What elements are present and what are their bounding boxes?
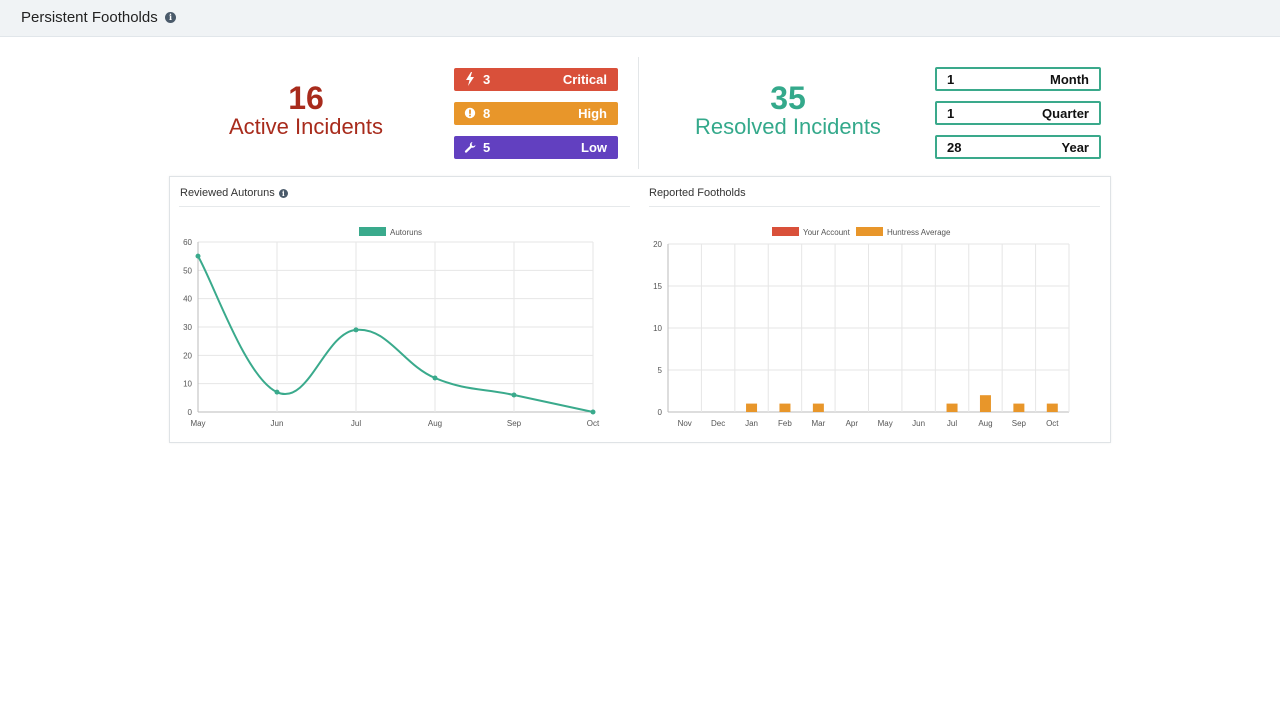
active-incidents-count: 16 [288,80,324,116]
x-tick-label: Mar [811,419,825,428]
low-label: Low [581,140,607,155]
high-label: High [578,106,607,121]
info-icon[interactable]: i [165,12,176,23]
y-tick-label: 20 [653,240,662,249]
quarter-label: Quarter [1042,106,1089,121]
info-icon[interactable]: i [278,188,288,198]
y-tick-label: 30 [183,323,192,332]
panel-separator [649,206,1100,207]
resolved-quarter-box[interactable]: 1 Quarter [935,101,1101,125]
resolved-incidents-label: Resolved Incidents [695,114,881,139]
page-title: Persistent Footholds [21,9,158,26]
autoruns-data-point [432,375,438,381]
x-tick-label: Jun [912,419,925,428]
huntress-average-bar [779,403,791,412]
reviewed-autoruns-label: Reviewed Autoruns [180,187,275,199]
huntress-average-bar [1013,403,1025,412]
resolved-incidents-count: 35 [770,80,806,116]
low-count: 5 [483,140,491,155]
x-tick-label: Jul [947,419,957,428]
x-tick-label: Sep [507,419,522,428]
x-tick-label: Dec [711,419,725,428]
wrench-icon [464,142,476,153]
critical-label: Critical [562,72,607,87]
active-incidents-label: Active Incidents [228,114,384,139]
legend-label: Autoruns [390,228,422,237]
autoruns-data-point [511,392,517,398]
month-count: 1 [947,72,955,87]
legend-swatch [772,227,799,236]
year-label: Year [1061,140,1089,155]
x-tick-label: Jun [271,419,284,428]
resolved-year-box[interactable]: 28 Year [935,135,1101,159]
x-tick-label: Apr [846,419,859,428]
summary-divider [638,57,639,169]
x-tick-label: May [878,419,893,428]
bolt-icon [466,72,474,86]
huntress-average-bar [979,395,991,412]
x-tick-label: Oct [587,419,600,428]
y-tick-label: 20 [183,351,192,360]
top-bar: Persistent Footholds i [0,0,1280,37]
y-tick-label: 5 [658,366,663,375]
year-count: 28 [947,140,962,155]
legend-label: Your Account [803,228,851,237]
reviewed-autoruns-title: Reviewed Autoruns i [180,187,288,199]
x-tick-label: Nov [678,419,692,428]
low-incidents-button[interactable]: 5 Low [454,136,618,159]
autoruns-data-point [353,327,359,333]
x-tick-label: Aug [978,419,992,428]
quarter-count: 1 [947,106,955,121]
y-tick-label: 0 [188,408,193,417]
huntress-average-bar [812,403,824,412]
y-tick-label: 10 [653,324,662,333]
x-tick-label: Feb [778,419,792,428]
huntress-average-bar [946,403,958,412]
panel-separator [179,206,630,207]
y-tick-label: 15 [653,282,662,291]
autoruns-data-point [274,389,280,395]
resolved-month-box[interactable]: 1 Month [935,67,1101,91]
y-tick-label: 40 [183,295,192,304]
high-count: 8 [483,106,491,121]
charts-panel [169,176,1111,443]
huntress-average-bar [1046,403,1058,412]
y-tick-label: 60 [183,238,192,247]
x-tick-label: Oct [1046,419,1059,428]
critical-count: 3 [483,72,491,87]
autoruns-data-point [590,409,596,415]
legend-swatch [359,227,386,236]
huntress-average-bar [746,403,758,412]
reported-footholds-title: Reported Footholds [649,187,746,199]
y-tick-label: 10 [183,380,192,389]
x-tick-label: Sep [1012,419,1027,428]
high-incidents-button[interactable]: 8 High [454,102,618,125]
critical-incidents-button[interactable]: 3 Critical [454,68,618,91]
exclamation-circle-icon [464,107,476,119]
x-tick-label: Jul [351,419,361,428]
month-label: Month [1050,72,1089,87]
autoruns-data-point [195,253,201,259]
x-tick-label: May [190,419,205,428]
x-tick-label: Jan [745,419,758,428]
y-tick-label: 50 [183,266,192,275]
legend-swatch [856,227,883,236]
x-tick-label: Aug [428,419,442,428]
legend-label: Huntress Average [887,228,951,237]
y-tick-label: 0 [658,408,663,417]
